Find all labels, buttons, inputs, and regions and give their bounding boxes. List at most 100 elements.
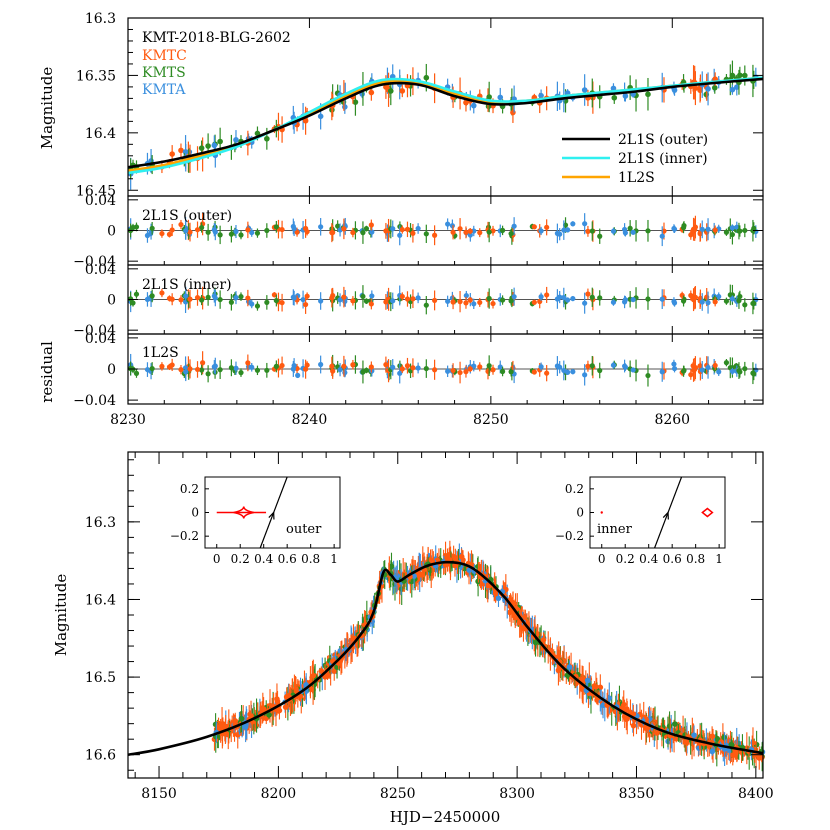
residual-data-point [705,364,711,371]
full-data-point [322,674,328,680]
full-data-point [718,739,725,745]
residual-data-point [212,229,218,235]
residual-data-point [508,230,514,237]
residual-data-point [369,293,375,299]
residual-data-point [570,369,576,375]
zoom-data-point [423,74,430,81]
residual-data-point [630,367,636,373]
residual-data-point [217,367,223,373]
inset-caustic [233,506,254,519]
residual-data-point [390,298,396,304]
residual-data-point [194,366,201,373]
residual-data-point [463,300,469,306]
residual-data-point [490,367,496,373]
residual-data-point [690,367,697,373]
residual-data-point [341,294,347,300]
zoom-data-point [497,94,504,101]
residual-data-point [499,368,506,375]
residual-data-point [264,299,270,305]
residual-data-point [499,227,506,233]
residual-data-point [410,296,416,302]
residual-data-point [723,229,730,235]
residual-data-point [589,363,595,369]
zoom-data-point [178,147,184,154]
residual-data-point [228,299,234,305]
residual-data-point [531,224,537,230]
residual-data-point [410,230,416,236]
residual-data-point [330,368,336,374]
zoom-data-point [383,84,389,90]
full-xtick-label: 8350 [619,786,655,802]
residual-data-point [273,297,279,304]
model-curve-0 [127,77,764,169]
residual-data-point [194,295,201,301]
zoom-ticks: 16.3 16.35 16.4 16.45 [76,11,763,199]
inset-xtick-label: 0.4 [254,552,273,566]
residual-data-point [727,292,733,298]
residual-data-point [585,228,591,234]
residual-data-point [485,368,491,374]
inset-xtick-label: 0 [213,552,221,566]
residual-data-point [368,301,374,307]
residual-data-point [736,367,742,374]
zoom-data-point [470,102,477,109]
full-ytick-label: 16.5 [85,670,116,686]
residual-data-point [415,365,421,371]
residual-data-point [423,302,429,308]
residual-data-point [589,294,595,300]
residual-data-point [199,224,205,231]
residual-data-point [705,226,711,232]
zoom-ytick-label: 16.35 [76,68,116,84]
residual-data-point [368,364,374,370]
residual-data-point [734,224,740,230]
residual-data-point [238,232,244,238]
residual-data-point [159,230,165,237]
residual-data-point [565,369,571,375]
full-ticks: 8150 8200 8250 8300 8350 8400 16.3 16.4 16.5 16.6 [85,452,774,802]
residual-data-point [471,301,477,307]
residual-data-point [350,229,356,236]
residual-data-point [723,298,730,304]
full-xtick-label: 8250 [380,786,416,802]
residual-data-point [350,298,356,304]
full-data-point [566,664,573,670]
residual-data-point [511,294,517,300]
residual-data-point [404,296,411,302]
inset-arrow [662,511,669,520]
residual-data-point [254,367,261,373]
residual-data-point [538,228,544,234]
residual-data-point [463,369,469,375]
full-model-curve [127,560,764,756]
full-ytick-label: 16.4 [85,592,116,608]
inset-ytick-label: 0 [576,506,584,520]
residual-data-point [318,298,324,304]
residual-data-point [467,232,473,238]
residual-data-point [742,366,748,372]
residual-data-point [217,232,223,238]
residual-ytick-label: −0.04 [73,254,116,270]
residual-data-point [445,298,451,304]
zoom-data-point [302,117,309,124]
residual-data-point [544,224,550,230]
residual-data-point [304,229,310,235]
residual-data-point [363,226,370,232]
full-xlabel: HJD−2450000 [390,808,501,826]
inset-ytick-label: 0.2 [565,482,584,496]
residual-data-point [337,367,343,373]
residual-ytick-label: 0.04 [85,262,116,278]
residual-data-point [295,372,301,378]
full-data-point [532,639,539,646]
zoom-data-point [169,151,175,157]
full-ytick-label: 16.6 [85,748,116,764]
residual-data-point [538,294,544,300]
residual-data-point [159,363,165,369]
residual-data-point [194,227,201,233]
residual-data-point [249,229,255,236]
residual-data-point [445,368,451,374]
residual-data-point [183,293,189,299]
residual-data-point [303,301,309,308]
full-data-point [282,704,289,710]
residual-data-point [538,364,544,370]
